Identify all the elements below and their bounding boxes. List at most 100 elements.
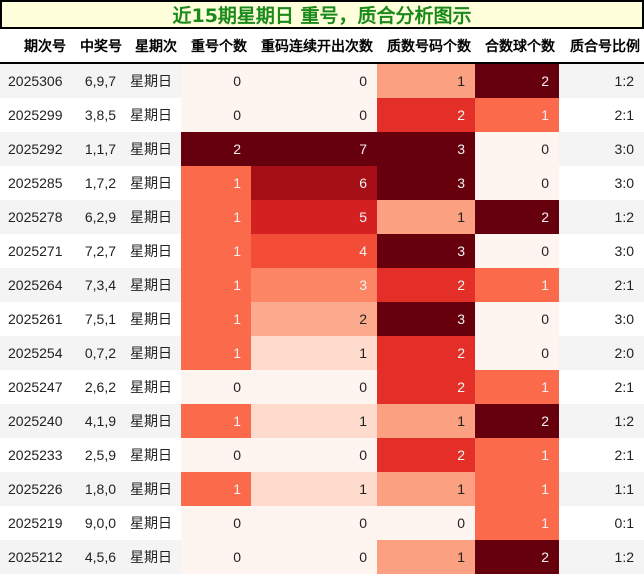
issue-cell: 2025233 <box>0 438 70 472</box>
weekday-cell: 星期日 <box>126 472 181 506</box>
issue-cell: 2025299 <box>0 98 70 132</box>
repeat-count-cell: 1 <box>181 404 251 438</box>
repeat-streak-cell: 5 <box>251 200 377 234</box>
repeat-count-cell: 1 <box>181 268 251 302</box>
prime-count-cell: 1 <box>377 404 475 438</box>
header-issue: 期次号 <box>0 29 70 64</box>
composite-count-cell: 2 <box>475 540 559 574</box>
prime-count-cell: 2 <box>377 336 475 370</box>
ratio-cell: 3:0 <box>559 166 644 200</box>
prime-count-cell: 3 <box>377 234 475 268</box>
repeat-count-cell: 1 <box>181 472 251 506</box>
repeat-streak-cell: 0 <box>251 370 377 404</box>
winning-numbers-cell: 7,3,4 <box>70 268 126 302</box>
prime-count-cell: 1 <box>377 540 475 574</box>
header-ratio: 质合号比例 <box>559 29 644 64</box>
issue-cell: 2025271 <box>0 234 70 268</box>
header-composite-count: 合数球个数 <box>475 29 559 64</box>
prime-count-cell: 0 <box>377 506 475 540</box>
composite-count-cell: 1 <box>475 98 559 132</box>
composite-count-cell: 0 <box>475 166 559 200</box>
winning-numbers-cell: 7,5,1 <box>70 302 126 336</box>
repeat-count-cell: 1 <box>181 336 251 370</box>
prime-count-cell: 3 <box>377 302 475 336</box>
ratio-cell: 2:1 <box>559 268 644 302</box>
repeat-streak-cell: 0 <box>251 540 377 574</box>
composite-count-cell: 1 <box>475 370 559 404</box>
composite-count-cell: 0 <box>475 302 559 336</box>
weekday-cell: 星期日 <box>126 438 181 472</box>
ratio-cell: 1:2 <box>559 540 644 574</box>
issue-cell: 2025212 <box>0 540 70 574</box>
composite-count-cell: 0 <box>475 132 559 166</box>
composite-count-cell: 1 <box>475 268 559 302</box>
repeat-count-cell: 1 <box>181 200 251 234</box>
analysis-table: 期次号 中奖号 星期次 重号个数 重码连续开出次数 质数号码个数 合数球个数 质… <box>0 29 644 574</box>
composite-count-cell: 1 <box>475 506 559 540</box>
prime-count-cell: 1 <box>377 63 475 98</box>
prime-count-cell: 3 <box>377 166 475 200</box>
prime-count-cell: 2 <box>377 98 475 132</box>
winning-numbers-cell: 3,8,5 <box>70 98 126 132</box>
issue-cell: 2025278 <box>0 200 70 234</box>
ratio-cell: 1:2 <box>559 63 644 98</box>
weekday-cell: 星期日 <box>126 166 181 200</box>
winning-numbers-cell: 4,5,6 <box>70 540 126 574</box>
header-weekday: 星期次 <box>126 29 181 64</box>
repeat-count-cell: 0 <box>181 540 251 574</box>
winning-numbers-cell: 4,1,9 <box>70 404 126 438</box>
header-repeat-count: 重号个数 <box>181 29 251 64</box>
repeat-streak-cell: 0 <box>251 63 377 98</box>
repeat-streak-cell: 6 <box>251 166 377 200</box>
weekday-cell: 星期日 <box>126 200 181 234</box>
repeat-streak-cell: 1 <box>251 404 377 438</box>
prime-count-cell: 3 <box>377 132 475 166</box>
header-prime-count: 质数号码个数 <box>377 29 475 64</box>
table-row: 2025278 6,2,9 星期日 1 5 1 2 1:2 <box>0 200 644 234</box>
ratio-cell: 2:1 <box>559 98 644 132</box>
issue-cell: 2025219 <box>0 506 70 540</box>
issue-cell: 2025254 <box>0 336 70 370</box>
weekday-cell: 星期日 <box>126 268 181 302</box>
weekday-cell: 星期日 <box>126 370 181 404</box>
repeat-count-cell: 1 <box>181 302 251 336</box>
weekday-cell: 星期日 <box>126 404 181 438</box>
repeat-count-cell: 0 <box>181 63 251 98</box>
prime-count-cell: 2 <box>377 370 475 404</box>
weekday-cell: 星期日 <box>126 506 181 540</box>
repeat-count-cell: 0 <box>181 370 251 404</box>
ratio-cell: 3:0 <box>559 132 644 166</box>
weekday-cell: 星期日 <box>126 234 181 268</box>
weekday-cell: 星期日 <box>126 63 181 98</box>
ratio-cell: 3:0 <box>559 234 644 268</box>
table-row: 2025212 4,5,6 星期日 0 0 1 2 1:2 <box>0 540 644 574</box>
ratio-cell: 2:1 <box>559 370 644 404</box>
table-row: 2025264 7,3,4 星期日 1 3 2 1 2:1 <box>0 268 644 302</box>
weekday-cell: 星期日 <box>126 336 181 370</box>
weekday-cell: 星期日 <box>126 132 181 166</box>
ratio-cell: 3:0 <box>559 302 644 336</box>
table-row: 2025299 3,8,5 星期日 0 0 2 1 2:1 <box>0 98 644 132</box>
issue-cell: 2025240 <box>0 404 70 438</box>
table-row: 2025271 7,2,7 星期日 1 4 3 0 3:0 <box>0 234 644 268</box>
repeat-streak-cell: 1 <box>251 336 377 370</box>
winning-numbers-cell: 6,2,9 <box>70 200 126 234</box>
winning-numbers-cell: 2,6,2 <box>70 370 126 404</box>
composite-count-cell: 2 <box>475 200 559 234</box>
issue-cell: 2025306 <box>0 63 70 98</box>
winning-numbers-cell: 6,9,7 <box>70 63 126 98</box>
repeat-count-cell: 1 <box>181 166 251 200</box>
winning-numbers-cell: 1,7,2 <box>70 166 126 200</box>
table-row: 2025285 1,7,2 星期日 1 6 3 0 3:0 <box>0 166 644 200</box>
winning-numbers-cell: 9,0,0 <box>70 506 126 540</box>
repeat-count-cell: 2 <box>181 132 251 166</box>
ratio-cell: 2:0 <box>559 336 644 370</box>
table-row: 2025306 6,9,7 星期日 0 0 1 2 1:2 <box>0 63 644 98</box>
winning-numbers-cell: 0,7,2 <box>70 336 126 370</box>
header-row: 期次号 中奖号 星期次 重号个数 重码连续开出次数 质数号码个数 合数球个数 质… <box>0 29 644 64</box>
issue-cell: 2025226 <box>0 472 70 506</box>
table-row: 2025219 9,0,0 星期日 0 0 0 1 0:1 <box>0 506 644 540</box>
prime-count-cell: 2 <box>377 268 475 302</box>
table-row: 2025247 2,6,2 星期日 0 0 2 1 2:1 <box>0 370 644 404</box>
ratio-cell: 1:2 <box>559 404 644 438</box>
